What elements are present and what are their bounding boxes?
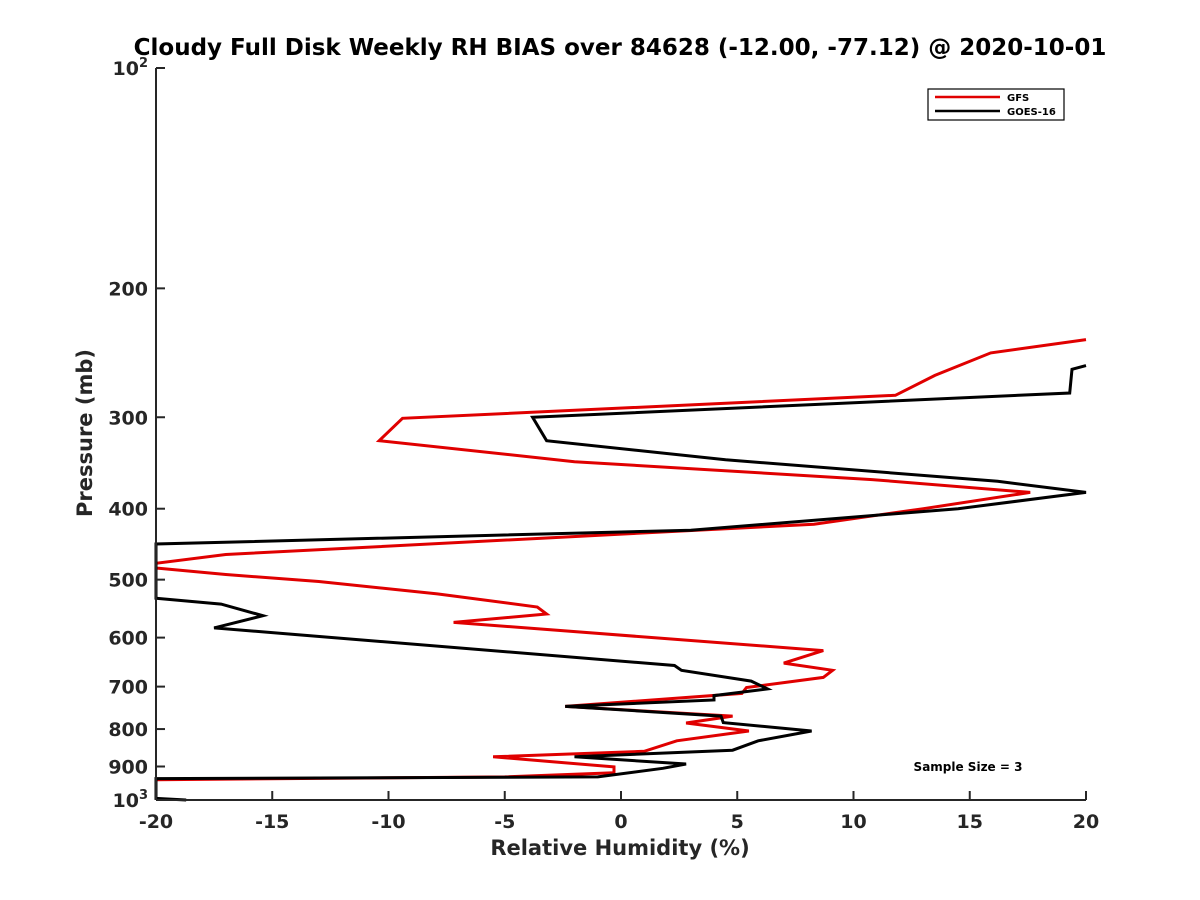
sample-size-annotation: Sample Size = 3 xyxy=(914,760,1023,774)
legend-label-goes16: GOES-16 xyxy=(1007,107,1056,118)
y-tick-label: 200 xyxy=(108,278,148,300)
y-tick-label: 700 xyxy=(108,677,148,699)
x-tick-label: -10 xyxy=(371,811,405,833)
x-tick-label: 0 xyxy=(614,811,627,833)
legend-box xyxy=(927,88,1065,121)
plot-area: -20 -15 -10 -5 0 5 10 15 20 102 200 300 400 500 600 700… xyxy=(108,56,1099,833)
x-tick-label: -20 xyxy=(139,811,173,833)
y-tick-label: 900 xyxy=(108,757,148,779)
chart-title: Cloudy Full Disk Weekly RH BIAS over 846… xyxy=(134,35,1107,61)
y-tick-label: 103 xyxy=(113,788,149,812)
legend-label-gfs: GFS xyxy=(1007,93,1029,104)
x-tick-label: 10 xyxy=(840,811,866,833)
series-line-goes-16 xyxy=(154,364,1087,802)
y-tick-label: 300 xyxy=(108,407,148,429)
y-tick-label: 102 xyxy=(113,56,149,80)
y-axis-label: Pressure (mb) xyxy=(73,349,97,517)
series-line-gfs xyxy=(154,338,1087,782)
y-tick-label: 800 xyxy=(108,719,148,741)
x-tick-label: -15 xyxy=(255,811,289,833)
x-tick-label: -5 xyxy=(494,811,515,833)
axes-layer: -20 -15 -10 -5 0 5 10 15 20 102 200 300 400 500 600 700… xyxy=(108,56,1099,833)
y-tick-label: 400 xyxy=(108,499,148,521)
x-axis-label: Relative Humidity (%) xyxy=(490,836,749,860)
legend: GFS GOES-16 xyxy=(927,88,1065,121)
plot-background xyxy=(156,68,1086,800)
y-tick-label: 500 xyxy=(108,570,148,592)
x-tick-label: 20 xyxy=(1073,811,1099,833)
x-tick-label: 5 xyxy=(731,811,744,833)
series-layer xyxy=(154,338,1087,802)
y-tick-label: 600 xyxy=(108,628,148,650)
x-tick-label: 15 xyxy=(957,811,983,833)
